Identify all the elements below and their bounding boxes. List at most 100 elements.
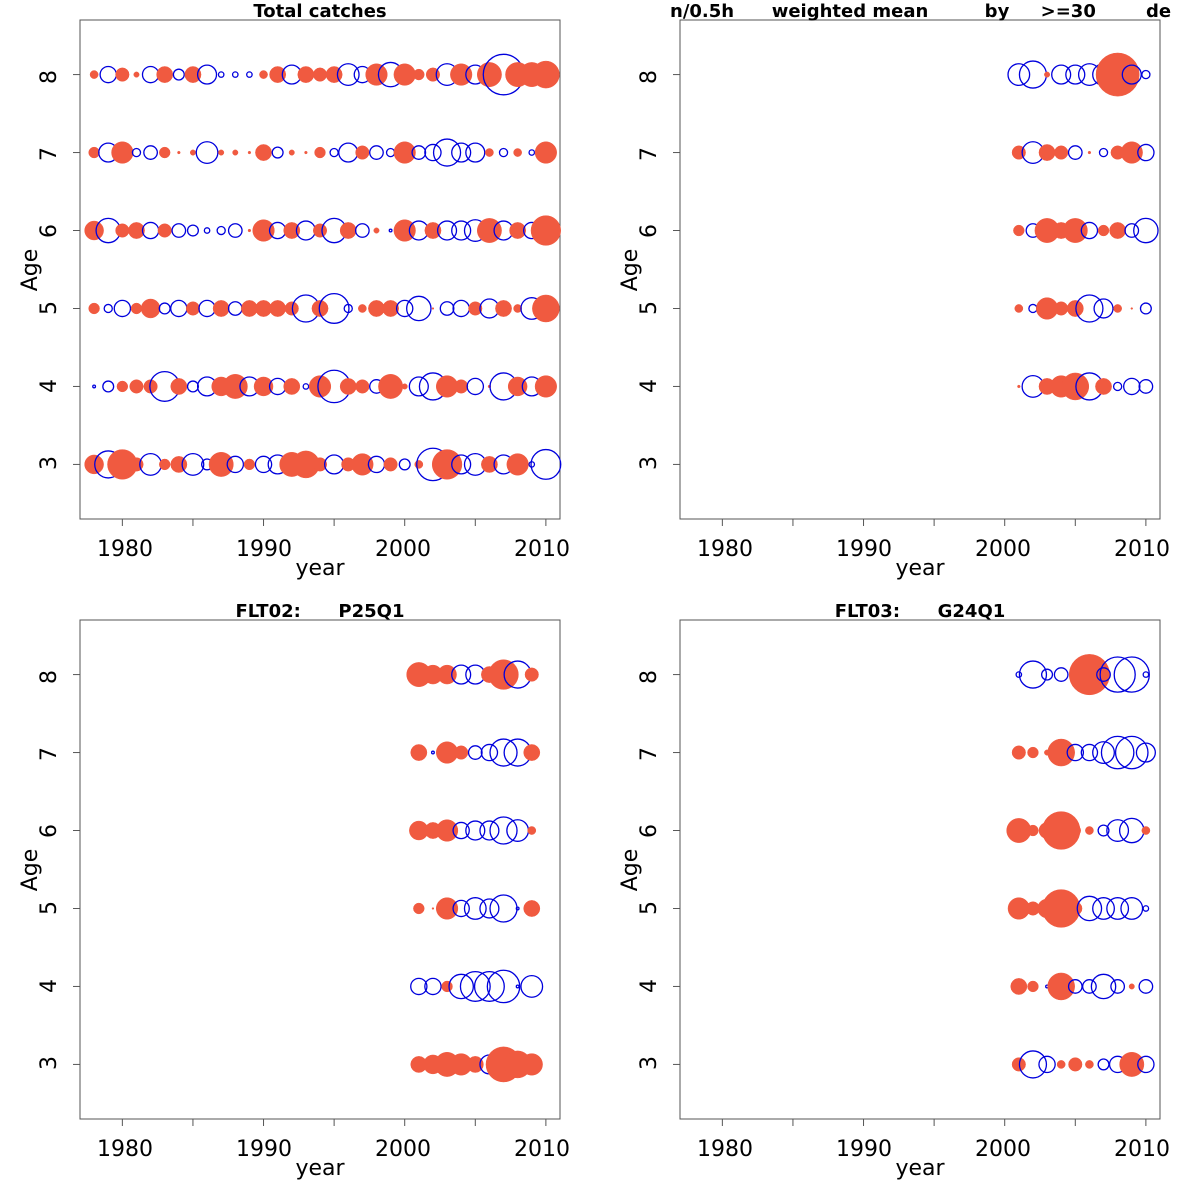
negative-residual-bubble xyxy=(1080,743,1099,762)
negative-residual-bubble xyxy=(113,299,132,318)
negative-residual-bubble xyxy=(1113,656,1150,693)
positive-residual-bubble xyxy=(437,664,457,685)
x-tick-label: 2000 xyxy=(975,537,1031,562)
positive-residual-bubble xyxy=(1054,301,1069,316)
positive-residual-bubble xyxy=(308,375,332,398)
negative-residual-bubble xyxy=(227,223,243,238)
positive-residual-bubble xyxy=(477,62,502,87)
negative-residual-bubble xyxy=(1137,1055,1155,1074)
x-tick-labels: 1980 1990 2000 2010 xyxy=(97,537,570,562)
positive-residual-bubble xyxy=(454,745,469,760)
positive-residual-bubble xyxy=(255,144,272,161)
positive-residual-bubble xyxy=(218,149,225,156)
positive-residual-bubble xyxy=(339,378,357,395)
positive-residual-bubble xyxy=(1120,141,1143,164)
positive-residual-bubble xyxy=(513,148,522,157)
axis-ticks xyxy=(73,74,547,526)
positive-residual-bubble xyxy=(339,222,357,239)
negative-residual-bubble xyxy=(430,750,435,755)
negative-residual-bubble xyxy=(1133,217,1159,244)
negative-residual-bubble xyxy=(515,984,520,989)
positive-residual-bubble xyxy=(313,223,327,238)
negative-residual-bubble xyxy=(411,145,427,160)
positive-residual-bubble xyxy=(355,145,370,160)
positive-residual-bubble xyxy=(129,379,144,394)
negative-residual-bubble xyxy=(216,225,226,236)
positive-residual-bubble xyxy=(157,223,172,238)
positive-residual-bubble xyxy=(185,301,200,316)
positive-residual-bubble xyxy=(283,222,301,239)
y-axis-label: Age xyxy=(618,249,643,292)
positive-residual-bubble xyxy=(170,378,188,395)
positive-residual-bubble xyxy=(1010,978,1028,995)
positive-residual-bubble xyxy=(495,300,512,317)
y-tick-label: 3 xyxy=(637,1056,662,1070)
y-tick-label: 8 xyxy=(37,670,62,684)
y-tick-label: 7 xyxy=(637,747,662,761)
negative-residual-bubble xyxy=(459,970,491,1002)
negative-residual-bubble xyxy=(515,906,520,911)
negative-residual-bubble xyxy=(369,145,384,160)
positive-residual-bubble xyxy=(288,149,295,156)
x-tick-label: 2010 xyxy=(1114,537,1170,562)
y-tick-label: 7 xyxy=(637,147,662,161)
x-tick-label: 1980 xyxy=(697,1137,753,1162)
positive-residual-bubble xyxy=(1054,145,1069,160)
positive-residual-bubble xyxy=(1069,824,1081,837)
positive-residual-bubble xyxy=(133,71,140,78)
y-tick-label: 5 xyxy=(637,901,662,915)
positive-residual-bubble xyxy=(84,220,104,241)
positive-residual-bubble xyxy=(116,380,129,393)
x-tick-labels: 1980 1990 2000 2010 xyxy=(697,537,1170,562)
positive-residual-bubble xyxy=(513,304,522,313)
negative-residual-bubble xyxy=(408,376,429,397)
positive-residual-bubble xyxy=(414,460,424,469)
negative-residual-bubble xyxy=(203,227,211,234)
bubble-marks xyxy=(1006,654,1156,1079)
negative-residual-bubble xyxy=(451,454,472,475)
x-tick-labels: 1980 1990 2000 2010 xyxy=(697,1137,1170,1162)
negative-residual-bubble xyxy=(217,71,225,78)
negative-residual-bubble xyxy=(432,138,462,167)
positive-residual-bubble xyxy=(241,300,258,317)
negative-residual-bubble xyxy=(172,68,185,81)
negative-residual-bubble xyxy=(528,149,536,156)
negative-residual-bubble xyxy=(1093,298,1114,319)
positive-residual-bubble xyxy=(1085,1060,1094,1069)
negative-residual-bubble xyxy=(1090,973,1117,1000)
positive-residual-bubble xyxy=(1068,901,1083,916)
axis-ticks xyxy=(73,674,547,1126)
negative-residual-bubble xyxy=(1110,979,1126,994)
negative-residual-bubble xyxy=(336,63,360,87)
positive-residual-bubble xyxy=(509,222,526,239)
negative-residual-bubble xyxy=(1138,979,1154,994)
negative-residual-bubble xyxy=(318,292,350,324)
y-tick-label: 7 xyxy=(37,147,62,161)
negative-residual-bubble xyxy=(1118,817,1145,844)
negative-residual-bubble xyxy=(463,897,487,920)
panel-title: FLT03: G24Q1 xyxy=(835,601,1006,622)
x-axis-label: year xyxy=(295,556,345,581)
negative-residual-bubble xyxy=(1018,60,1048,89)
positive-residual-bubble xyxy=(247,228,252,233)
negative-residual-bubble xyxy=(1097,1058,1110,1071)
positive-residual-bubble xyxy=(243,458,256,471)
positive-residual-bubble xyxy=(534,375,557,398)
y-tick-label: 3 xyxy=(37,1056,62,1070)
positive-residual-bubble xyxy=(382,300,399,317)
positive-residual-bubble xyxy=(208,452,234,477)
negative-residual-bubble xyxy=(170,299,188,318)
positive-residual-bubble xyxy=(212,300,230,317)
y-tick-label: 3 xyxy=(37,456,62,470)
x-tick-label: 1990 xyxy=(836,537,892,562)
negative-residual-bubble xyxy=(1075,294,1104,323)
positive-residual-bubble xyxy=(1097,224,1110,237)
positive-residual-bubble xyxy=(269,66,286,83)
positive-residual-bubble xyxy=(128,222,145,239)
negative-residual-bubble xyxy=(479,898,500,919)
plot-frame xyxy=(79,19,561,520)
x-tick-label: 1980 xyxy=(97,1137,153,1162)
y-tick-label: 8 xyxy=(637,670,662,684)
negative-residual-bubble xyxy=(1080,221,1099,240)
positive-residual-bubble xyxy=(89,70,99,79)
